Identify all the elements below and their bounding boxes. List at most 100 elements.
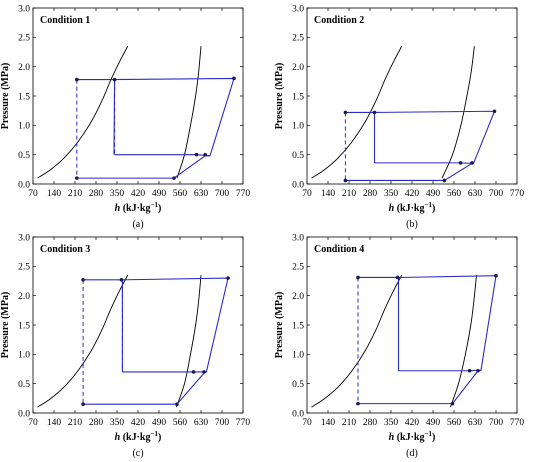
- y-tick-label: 0.5: [18, 380, 30, 390]
- x-tick-label: 280: [363, 418, 378, 428]
- x-axis-label: h (kJ·kg−1): [115, 201, 162, 214]
- panel-1: 70 140 210 280 350 420 490 560 630 700 770 0.0 0.5 1.…: [0, 4, 250, 230]
- x-tick-label: 560: [173, 189, 188, 199]
- cycle-line: [121, 277, 229, 373]
- y-tick-label: 1.5: [292, 321, 304, 331]
- x-tick-label: 490: [152, 418, 167, 428]
- x-axis-label: h (kJ·kg−1): [389, 430, 436, 443]
- x-tick-label: 350: [110, 418, 125, 428]
- panel-title: Condition 4: [314, 244, 364, 255]
- x-tick-label: 630: [468, 189, 483, 199]
- plot-area: [311, 45, 497, 183]
- x-tick-label: 770: [236, 418, 251, 428]
- panel-title: Condition 1: [40, 15, 90, 26]
- state-point: [372, 110, 377, 115]
- x-tick-label: 630: [194, 418, 209, 428]
- state-point: [226, 276, 230, 280]
- cycle-line: [83, 371, 207, 405]
- saturation-vapor-curve: [449, 275, 477, 408]
- x-tick-label: 350: [384, 189, 399, 199]
- x-tick-label: 770: [510, 418, 525, 428]
- y-axis-label: Pressure (MPa): [274, 292, 285, 359]
- state-point: [194, 152, 199, 157]
- x-tick-label: 420: [405, 418, 420, 428]
- x-tick-label: 630: [194, 189, 209, 199]
- x-tick-label: 210: [342, 189, 357, 199]
- panel-3: 70 140 210 280 350 420 490 560 630 700 770 0.0 0.5 1.…: [0, 233, 250, 459]
- y-tick-label: 2.5: [292, 263, 304, 273]
- y-tick-label: 0.5: [18, 151, 30, 161]
- plot-area: [37, 274, 230, 408]
- state-point: [232, 76, 236, 81]
- x-tick-label: 770: [236, 189, 251, 199]
- panel-4: 70 140 210 280 350 420 490 560 630 700 770 0.0 0.5 1.…: [274, 233, 524, 459]
- x-tick-label: 770: [510, 189, 525, 199]
- state-point: [191, 370, 196, 374]
- y-tick-label: 3.0: [18, 4, 30, 14]
- state-point: [450, 401, 455, 406]
- y-tick-label: 2.0: [18, 63, 30, 73]
- saturation-vapor-curve: [441, 46, 475, 179]
- y-tick-label: 1.5: [18, 321, 30, 331]
- state-point: [356, 275, 360, 280]
- x-tick-label: 280: [89, 189, 104, 199]
- x-tick-label: 700: [215, 418, 230, 428]
- x-tick-label: 420: [405, 189, 420, 199]
- x-tick-label: 560: [447, 418, 462, 428]
- y-tick-label: 2.0: [292, 292, 304, 302]
- saturation-liquid-curve: [37, 45, 129, 179]
- y-tick-label: 0.5: [292, 380, 304, 390]
- y-tick-label: 0.0: [18, 409, 30, 419]
- x-tick-label: 70: [302, 189, 312, 199]
- state-point: [492, 109, 497, 114]
- y-tick-label: 3.0: [18, 233, 30, 243]
- panel-title: Condition 2: [314, 15, 364, 26]
- y-tick-label: 1.5: [18, 92, 30, 102]
- x-tick-label: 280: [363, 189, 378, 199]
- x-tick-label: 700: [489, 418, 504, 428]
- cycle-line: [373, 110, 496, 165]
- plot-area: [37, 45, 236, 180]
- state-point: [81, 402, 85, 406]
- state-point: [75, 176, 79, 180]
- x-tick-label: 630: [468, 418, 483, 428]
- y-tick-label: 1.0: [18, 122, 30, 132]
- x-tick-label: 490: [152, 189, 167, 199]
- state-point: [458, 161, 463, 165]
- panel-label: (c): [132, 448, 143, 459]
- panel-title: Condition 3: [40, 244, 90, 255]
- x-tick-label: 560: [173, 418, 188, 428]
- x-tick-label: 210: [68, 418, 83, 428]
- y-axis-label: Pressure (MPa): [274, 63, 285, 130]
- x-tick-label: 420: [131, 418, 146, 428]
- y-tick-label: 2.0: [292, 63, 304, 73]
- y-tick-label: 1.0: [18, 351, 30, 361]
- saturation-vapor-curve: [176, 46, 202, 179]
- x-tick-label: 70: [28, 189, 38, 199]
- saturation-liquid-curve: [311, 45, 403, 179]
- saturation-liquid-curve: [311, 274, 403, 408]
- state-point: [203, 152, 207, 157]
- y-tick-label: 1.0: [292, 122, 304, 132]
- state-point: [202, 370, 206, 374]
- plot-area: [311, 273, 498, 408]
- y-tick-label: 2.0: [18, 292, 30, 302]
- cycle-line: [76, 155, 210, 179]
- panel-label: (d): [406, 448, 418, 459]
- x-tick-label: 70: [302, 418, 312, 428]
- state-point: [343, 110, 348, 115]
- y-tick-label: 2.5: [292, 34, 304, 44]
- state-point: [119, 278, 124, 282]
- y-tick-label: 3.0: [292, 4, 304, 14]
- state-point: [343, 178, 348, 183]
- state-point: [467, 368, 472, 373]
- x-axis-label: h (kJ·kg−1): [389, 201, 436, 214]
- x-tick-label: 490: [426, 418, 441, 428]
- state-point: [356, 401, 360, 406]
- x-tick-label: 420: [131, 189, 146, 199]
- x-tick-label: 140: [321, 418, 336, 428]
- y-tick-label: 0.0: [18, 180, 30, 190]
- x-tick-label: 700: [489, 189, 504, 199]
- state-point: [112, 77, 117, 82]
- state-point: [442, 178, 447, 183]
